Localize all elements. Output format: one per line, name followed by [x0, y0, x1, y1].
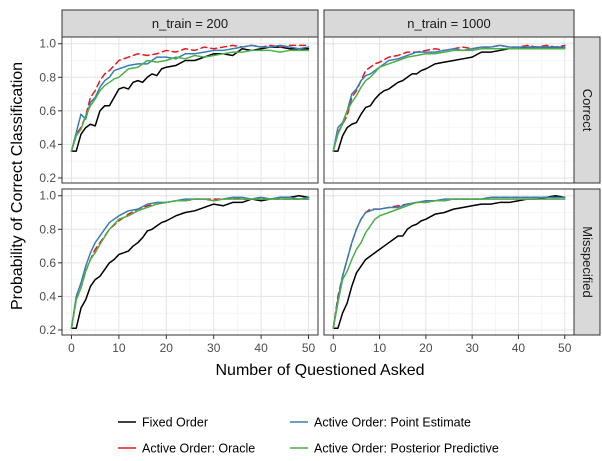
- facet-panel: [323, 36, 575, 184]
- panel-border: [323, 36, 575, 184]
- series-line: [332, 198, 566, 330]
- x-tick-label: 30: [207, 341, 221, 355]
- x-tick-label: 10: [112, 341, 126, 355]
- series-line: [332, 44, 566, 152]
- series-line: [70, 198, 310, 330]
- x-tick-label: 0: [330, 341, 337, 355]
- legend-item: Active Order: Point Estimate: [290, 416, 471, 430]
- y-tick-label: 0.6: [39, 104, 56, 118]
- row-strip-bg: [573, 188, 601, 336]
- panel-border: [61, 36, 319, 184]
- y-tick-label: 0.4: [39, 289, 56, 303]
- legend-label: Active Order: Oracle: [142, 442, 255, 456]
- panel-border: [61, 188, 319, 336]
- y-tick-label: 0.2: [39, 171, 56, 185]
- series-line: [332, 48, 566, 152]
- column-strip: n_train = 1000: [323, 9, 575, 38]
- x-tick-label: 40: [512, 341, 526, 355]
- row-strip-label: Correct: [580, 89, 595, 132]
- series-line: [70, 44, 310, 152]
- row-strip: Correct: [573, 36, 601, 184]
- x-axis-title: Number of Questioned Asked: [215, 362, 424, 379]
- y-tick-label: 0.4: [39, 137, 56, 151]
- legend-item: Fixed Order: [118, 416, 208, 430]
- column-strip: n_train = 200: [61, 9, 319, 38]
- series-line: [332, 196, 566, 330]
- y-tick-label: 1.0: [39, 189, 56, 203]
- facet-panel: 0.2 0.4 0.6 0.8 1.0: [39, 36, 319, 185]
- column-strip-label: n_train = 200: [152, 16, 228, 31]
- y-axis-title: Probability of Correct Classification: [9, 62, 26, 310]
- y-tick-label: 1.0: [39, 37, 56, 51]
- x-tick-label: 20: [160, 341, 174, 355]
- panels-layer: n_train = 200 n_train = 1000 Correct Misspe…: [39, 9, 601, 355]
- x-tick-label: 50: [558, 341, 572, 355]
- legend-label: Fixed Order: [142, 416, 208, 430]
- x-tick-label: 10: [373, 341, 387, 355]
- x-tick-label: 50: [302, 341, 316, 355]
- column-strip-bg: [61, 9, 319, 38]
- y-tick-label: 0.6: [39, 256, 56, 270]
- y-tick-label: 0.8: [39, 70, 56, 84]
- facet-panel: 0 10 20 30 40 50 0.2 0.4 0.6 0.8 1.0: [39, 188, 319, 355]
- x-tick-label: 30: [465, 341, 479, 355]
- legend-item: Active Order: Posterior Predictive: [290, 442, 499, 456]
- panel-border: [323, 188, 575, 336]
- column-strip-label: n_train = 1000: [407, 16, 490, 31]
- column-strip-bg: [323, 9, 575, 38]
- legend: Fixed Order Active Order: Point Estimate A…: [118, 416, 499, 456]
- facet-panel: 0 10 20 30 40 50: [323, 188, 575, 355]
- legend-label: Active Order: Posterior Predictive: [314, 442, 499, 456]
- series-line: [70, 49, 310, 152]
- series-line: [332, 194, 566, 330]
- legend-label: Active Order: Point Estimate: [314, 416, 471, 430]
- row-strip: Misspecified: [573, 188, 601, 336]
- x-tick-label: 40: [254, 341, 268, 355]
- legend-item: Active Order: Oracle: [118, 442, 255, 456]
- row-strip-label: Misspecified: [580, 226, 595, 298]
- x-tick-label: 0: [68, 341, 75, 355]
- y-tick-label: 0.8: [39, 222, 56, 236]
- x-tick-label: 20: [419, 341, 433, 355]
- y-tick-label: 0.2: [39, 323, 56, 337]
